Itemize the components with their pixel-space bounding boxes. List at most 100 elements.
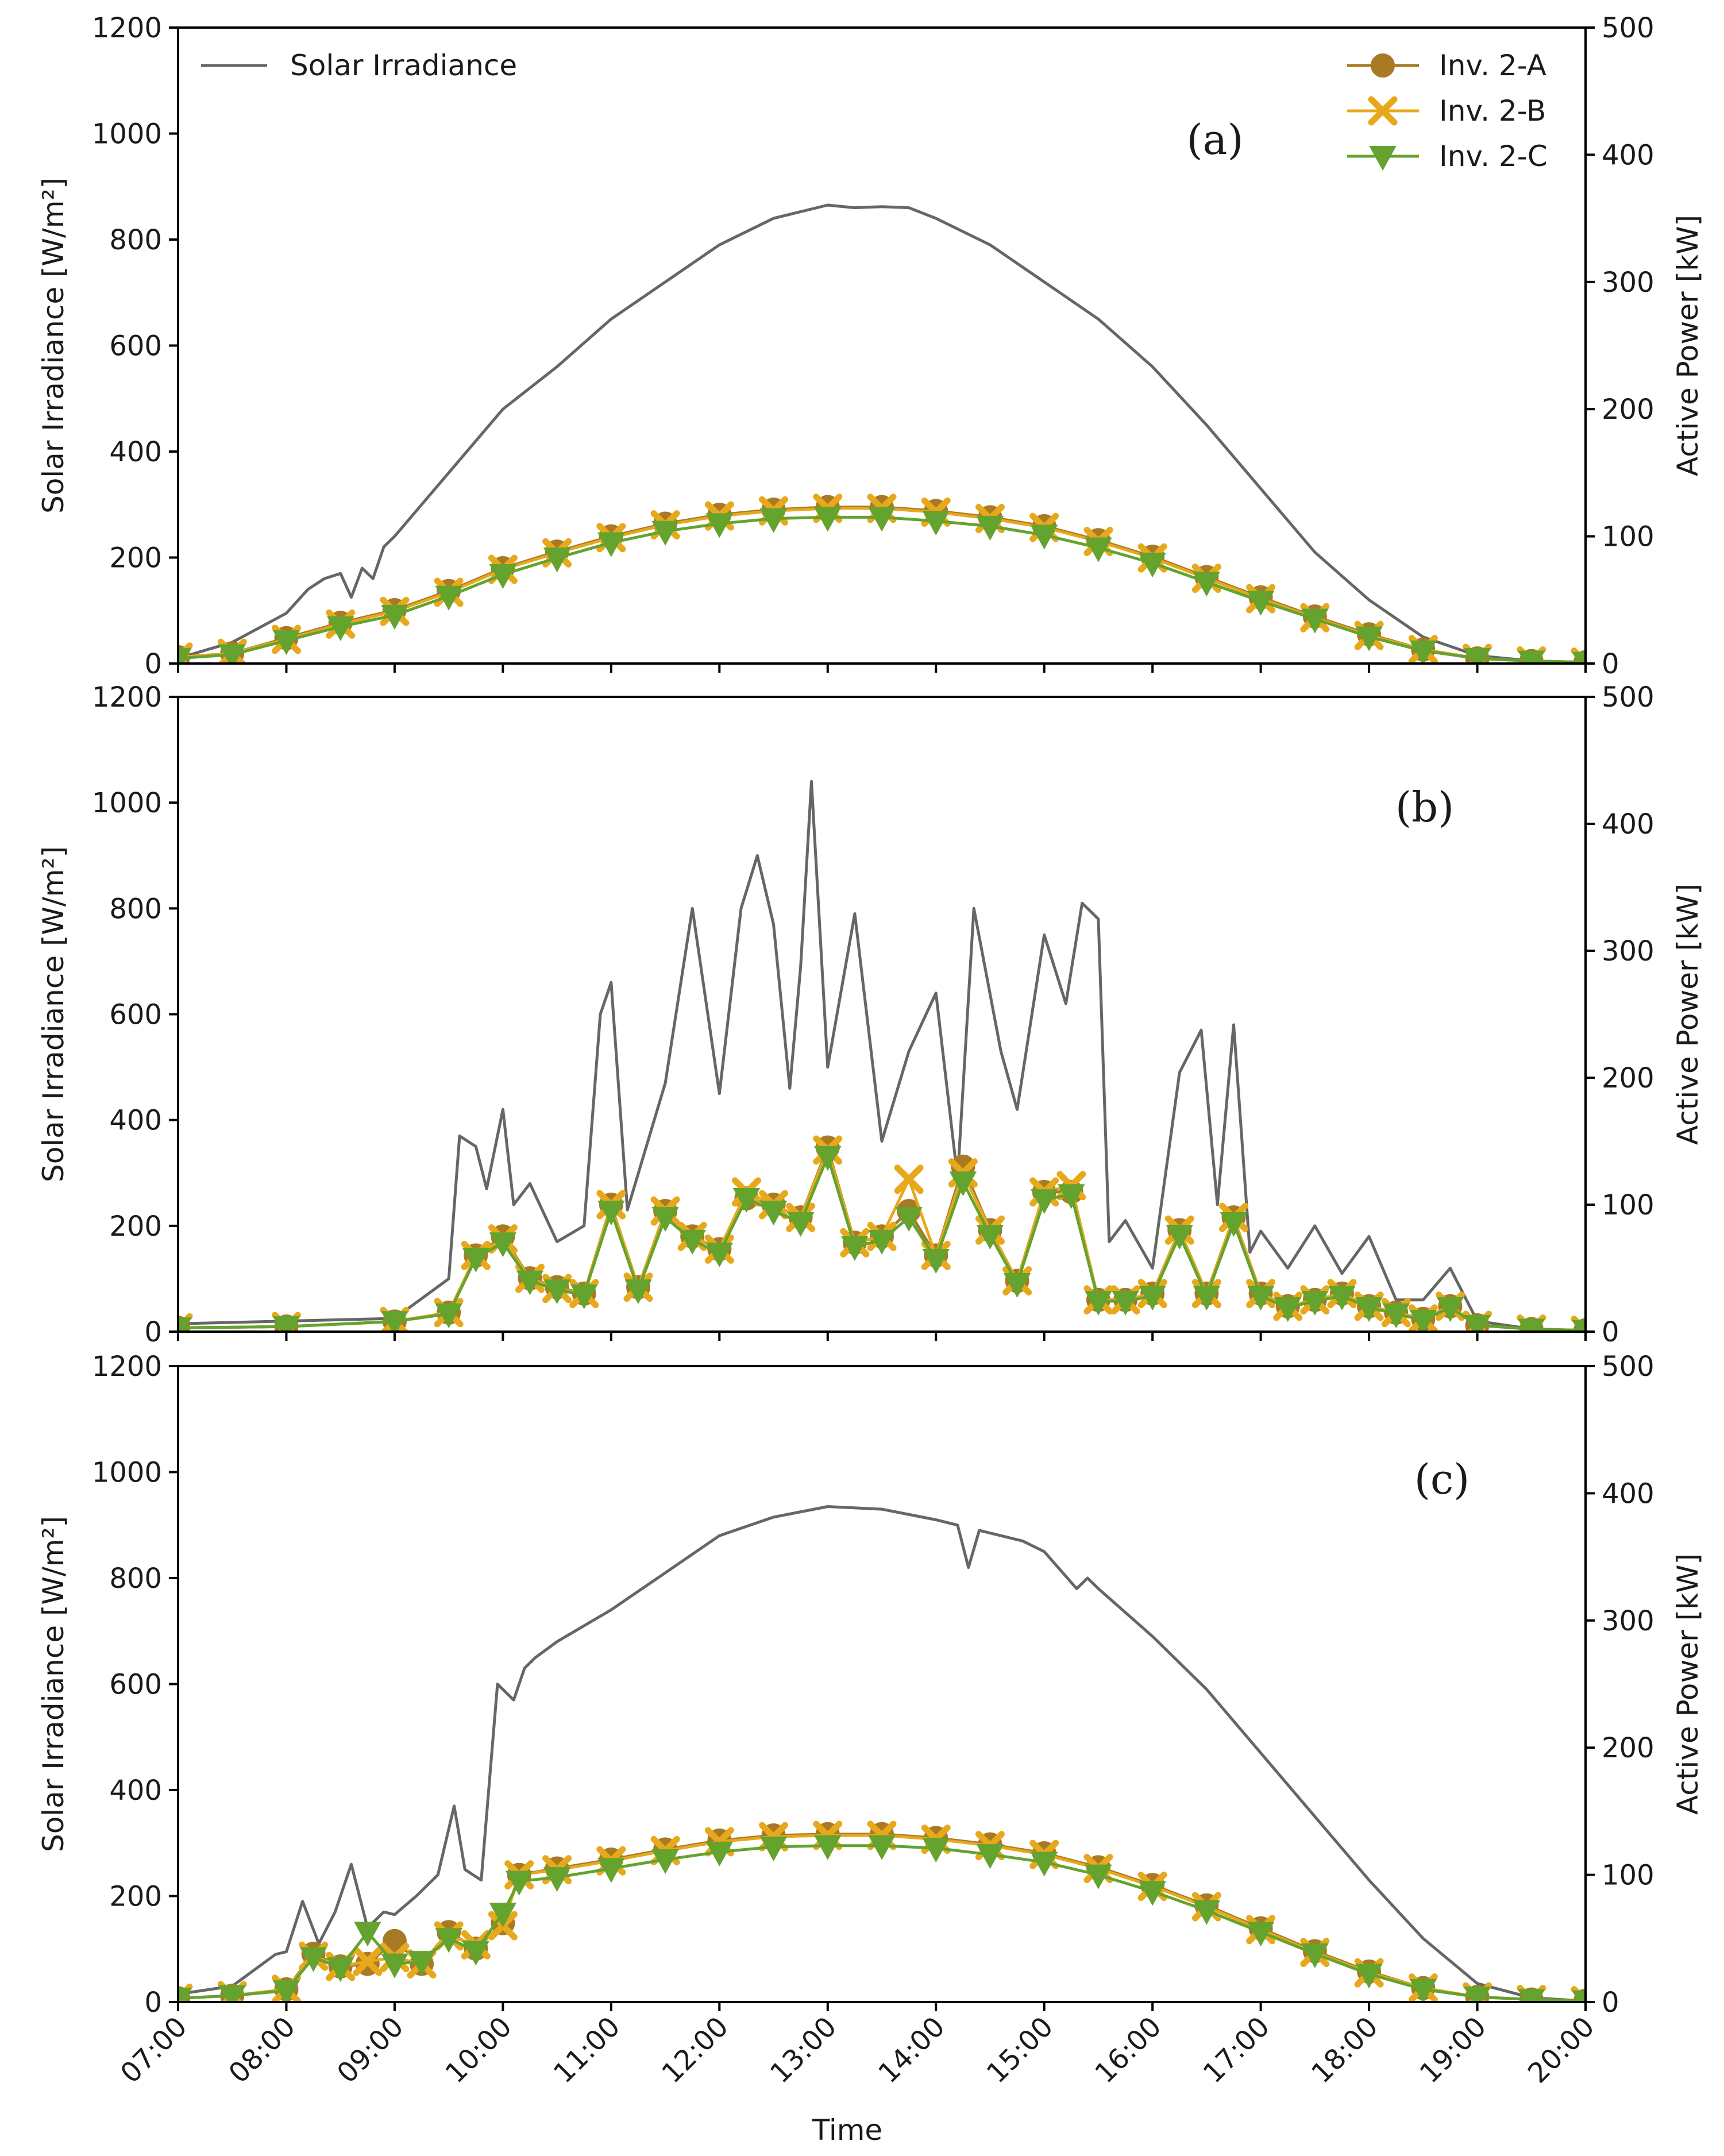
series-point — [732, 1187, 761, 1213]
series-point — [381, 1953, 408, 1978]
series-point — [759, 508, 788, 533]
series-point — [489, 564, 517, 589]
series-inv-2-c — [178, 1835, 1586, 2002]
series-point — [570, 1284, 598, 1309]
series-point — [922, 511, 950, 536]
y-right-tick-label: 100 — [1602, 521, 1654, 553]
series-point — [1463, 1314, 1491, 1332]
series-point — [381, 1311, 408, 1332]
y-right-tick-label: 500 — [1602, 1351, 1654, 1383]
series-inv-2-c — [178, 1146, 1586, 1332]
y-left-tick-label: 1000 — [92, 118, 162, 151]
y-left-tick-label: 200 — [109, 1881, 162, 1913]
series-point — [1003, 1273, 1031, 1298]
y-left-tick-label: 1000 — [92, 1457, 162, 1489]
series-point — [1085, 537, 1112, 562]
series-point — [516, 1270, 544, 1295]
series-point — [1247, 1922, 1275, 1947]
series-point — [597, 1858, 625, 1883]
series-point — [1139, 1286, 1166, 1311]
series-point — [408, 1951, 435, 1976]
y-right-axis-title: Active Power [kW] — [1671, 1553, 1704, 1815]
series-point — [1409, 640, 1437, 664]
y-left-tick-label: 200 — [109, 542, 162, 574]
series-point — [382, 1929, 407, 1953]
irradiance-line — [178, 1505, 1586, 2002]
series-point — [272, 1316, 300, 1332]
series-point — [178, 1317, 192, 1332]
legend-series-label: Inv. 2-B — [1439, 94, 1546, 128]
y-right-tick-label: 0 — [1602, 1316, 1619, 1348]
series-point — [1355, 1297, 1383, 1322]
y-left-tick-label: 800 — [109, 1563, 162, 1595]
chart-panel-1: 0 200 400 600 800 1000 1200 0 100 200 300 400 500 Sol… — [37, 12, 1704, 680]
series-point — [218, 1985, 246, 2002]
y-right-tick-label: 200 — [1602, 1732, 1654, 1764]
series-point — [1112, 1290, 1139, 1316]
irradiance-line — [178, 203, 1586, 664]
x-axis-title: Time — [812, 2113, 882, 2147]
y-left-tick-label: 0 — [144, 1316, 162, 1348]
panel-label: (c) — [1414, 1455, 1470, 1503]
series-point — [976, 515, 1004, 541]
y-left-tick-label: 600 — [109, 330, 162, 362]
x-tick-label: 07:00 — [114, 2011, 193, 2089]
chart-panel-2: 0 200 400 600 800 1000 1200 0 100 200 300 400 500 Sol… — [37, 681, 1704, 1348]
series-point — [1247, 591, 1275, 616]
series-point — [868, 507, 896, 532]
series-point — [327, 616, 354, 641]
series-point — [435, 1928, 462, 1953]
series-point — [1572, 651, 1586, 664]
series-point — [868, 1229, 896, 1255]
x-tick-label: 13:00 — [764, 2011, 843, 2089]
series-point — [218, 644, 246, 664]
legend-series-label: Inv. 2-A — [1439, 49, 1546, 82]
y-left-tick-label: 1000 — [92, 787, 162, 819]
y-right-tick-label: 200 — [1602, 394, 1654, 426]
y-right-tick-label: 500 — [1602, 12, 1654, 44]
series-point — [651, 1207, 679, 1232]
x-tick-label: 08:00 — [223, 2011, 302, 2089]
y-right-tick-label: 300 — [1602, 1605, 1654, 1637]
series-point — [1301, 1290, 1329, 1316]
y-right-tick-label: 300 — [1602, 267, 1654, 299]
y-left-tick-label: 400 — [109, 1105, 162, 1137]
series-point — [705, 1841, 733, 1866]
y-right-tick-label: 400 — [1602, 139, 1654, 171]
series-point — [543, 1867, 571, 1892]
series-point — [651, 520, 679, 546]
series-point — [1355, 1964, 1383, 1989]
series-point — [1031, 1852, 1058, 1877]
series-point — [353, 1946, 383, 1976]
series-point — [651, 1849, 679, 1875]
series-point — [759, 1836, 788, 1861]
y-left-tick-label: 600 — [109, 1669, 162, 1701]
series-point — [895, 1207, 923, 1232]
series-point — [1463, 648, 1491, 664]
legend-series-label: Inv. 2-C — [1439, 140, 1548, 173]
y-left-tick-label: 400 — [109, 1775, 162, 1807]
y-right-tick-label: 200 — [1602, 1062, 1654, 1094]
y-right-tick-label: 500 — [1602, 681, 1654, 713]
series-point — [1031, 524, 1058, 550]
y-right-tick-label: 100 — [1602, 1189, 1654, 1221]
series-point — [1409, 1978, 1437, 2002]
y-right-tick-label: 100 — [1602, 1860, 1654, 1892]
series-point — [678, 1229, 706, 1255]
y-left-tick-label: 800 — [109, 893, 162, 925]
legend-swatch-marker — [1371, 53, 1395, 78]
series-point — [299, 1947, 327, 1972]
legend: Solar Irradiance Inv. 2-A Inv. 2-B Inv. 2-C — [201, 49, 1548, 173]
series-point — [354, 1922, 381, 1947]
y-left-tick-label: 800 — [109, 224, 162, 256]
series-point — [1220, 1212, 1248, 1237]
series-point — [381, 604, 408, 630]
series-point — [1031, 1189, 1058, 1214]
series-point — [1301, 608, 1329, 634]
x-tick-label: 14:00 — [872, 2011, 951, 2089]
y-right-tick-label: 0 — [1602, 648, 1619, 680]
y-left-axis-title: Solar Irradiance [W/m²] — [37, 1516, 70, 1852]
series-point — [976, 1225, 1004, 1250]
series-point — [1355, 626, 1383, 651]
